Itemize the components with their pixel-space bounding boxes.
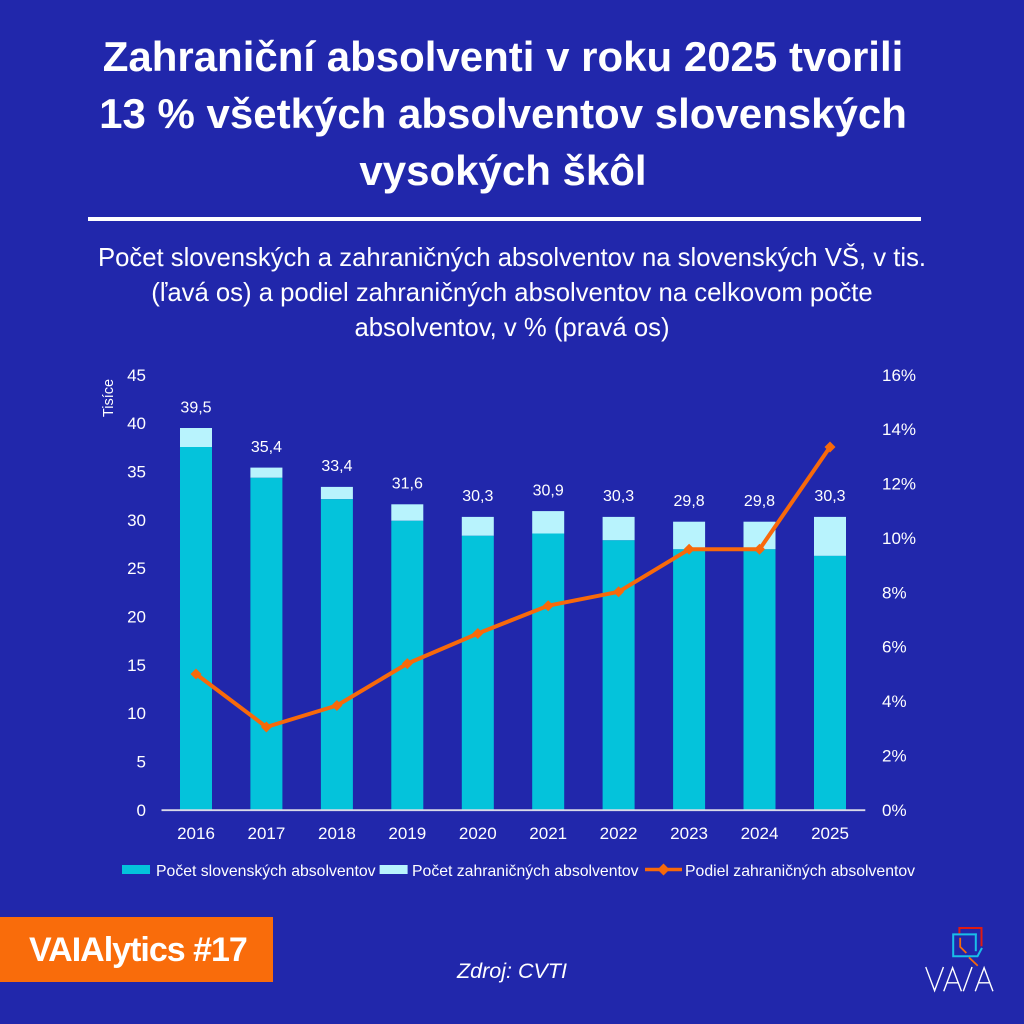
svg-text:29,8: 29,8 xyxy=(744,493,775,510)
svg-text:14%: 14% xyxy=(882,420,916,439)
svg-text:2%: 2% xyxy=(882,746,907,765)
svg-text:Tisíce: Tisíce xyxy=(101,379,117,417)
svg-text:30: 30 xyxy=(127,511,146,530)
svg-text:31,6: 31,6 xyxy=(392,476,423,493)
svg-text:33,4: 33,4 xyxy=(321,458,352,475)
svg-text:39,5: 39,5 xyxy=(180,399,211,416)
svg-text:35,4: 35,4 xyxy=(251,439,282,456)
svg-text:30,9: 30,9 xyxy=(533,482,564,499)
svg-text:30,3: 30,3 xyxy=(462,488,493,505)
svg-text:Podiel zahraničných absolvento: Podiel zahraničných absolventov xyxy=(685,863,915,880)
svg-text:2018: 2018 xyxy=(318,824,356,843)
svg-text:15: 15 xyxy=(127,656,146,675)
svg-text:0%: 0% xyxy=(882,801,907,820)
svg-text:2022: 2022 xyxy=(600,824,638,843)
svg-text:45: 45 xyxy=(127,366,146,385)
svg-text:25: 25 xyxy=(127,559,146,578)
svg-text:20: 20 xyxy=(127,607,146,626)
svg-text:16%: 16% xyxy=(882,366,916,385)
svg-text:Počet zahraničných absolventov: Počet zahraničných absolventov xyxy=(412,863,639,880)
svg-text:6%: 6% xyxy=(882,638,907,657)
svg-text:40: 40 xyxy=(127,414,146,433)
svg-text:30,3: 30,3 xyxy=(814,488,845,505)
svg-text:8%: 8% xyxy=(882,583,907,602)
svg-text:0: 0 xyxy=(137,801,146,820)
svg-text:2023: 2023 xyxy=(670,824,708,843)
svg-text:2020: 2020 xyxy=(459,824,497,843)
svg-text:29,8: 29,8 xyxy=(674,493,705,510)
svg-text:35: 35 xyxy=(127,463,146,482)
svg-text:12%: 12% xyxy=(882,475,916,494)
svg-text:4%: 4% xyxy=(882,692,907,711)
svg-text:5: 5 xyxy=(137,752,146,771)
svg-text:2021: 2021 xyxy=(529,824,567,843)
svg-text:2017: 2017 xyxy=(247,824,285,843)
svg-text:2016: 2016 xyxy=(177,824,215,843)
svg-text:10: 10 xyxy=(127,704,146,723)
svg-text:2025: 2025 xyxy=(811,824,849,843)
svg-text:10%: 10% xyxy=(882,529,916,548)
svg-text:Počet slovenských absolventov: Počet slovenských absolventov xyxy=(156,863,376,880)
svg-text:2024: 2024 xyxy=(741,824,779,843)
svg-text:2019: 2019 xyxy=(388,824,426,843)
svg-text:30,3: 30,3 xyxy=(603,488,634,505)
